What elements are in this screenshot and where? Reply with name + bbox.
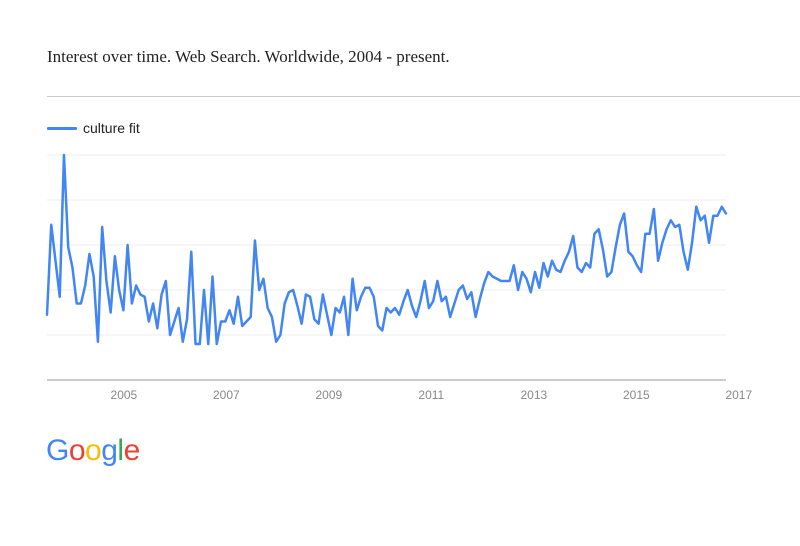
x-tick-label: 2007 [213, 388, 240, 402]
legend-label: culture fit [83, 120, 140, 136]
legend-swatch [47, 126, 77, 130]
x-tick-label: 2013 [520, 388, 547, 402]
x-tick-label: 2005 [111, 388, 138, 402]
header-divider [47, 96, 800, 97]
series-line-culture-fit [45, 153, 728, 346]
logo-letter: o [68, 434, 86, 467]
x-tick-label: 2009 [315, 388, 342, 402]
x-tick-label: 2011 [418, 388, 444, 402]
x-tick-label: 2017 [725, 388, 752, 402]
chart-title: Interest over time. Web Search. Worldwid… [47, 47, 450, 66]
x-tick-label: 2015 [623, 388, 650, 402]
logo-letter: e [123, 434, 141, 467]
logo-letter: G [46, 434, 69, 467]
google-logo: Google [46, 434, 140, 468]
logo-letter: l [117, 434, 124, 467]
logo-letter: o [85, 434, 102, 467]
logo-letter: g [101, 434, 118, 467]
legend: culture fit [47, 120, 140, 136]
